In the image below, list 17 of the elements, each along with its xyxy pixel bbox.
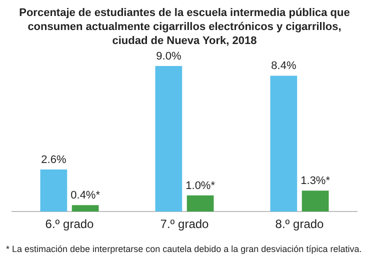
chart-title: Porcentaje de estudiantes de la escuela intermedia pública que consumen actualmente cigarrillos electrónicos y cigarrillos, ciudad de Nueva York, 2018 — [19, 7, 350, 47]
bar — [155, 66, 182, 212]
bar — [186, 195, 214, 212]
bar — [270, 76, 298, 212]
data-label: 8.4% — [271, 60, 296, 72]
bar — [72, 205, 99, 212]
bar — [40, 170, 68, 212]
x-tick-label: 8.º grado — [275, 217, 324, 232]
bar — [302, 190, 329, 212]
x-tick-label: 7.º grado — [160, 217, 210, 232]
data-label: 9.0% — [156, 50, 182, 63]
data-label: 1.3%* — [300, 175, 331, 188]
text: * La estimación debe interpretarse con cautela debido a la gran desviación típica relativa. — [5, 243, 363, 254]
x-tick-label: 6.º grado — [45, 217, 94, 232]
data-label: 0.4%* — [70, 190, 101, 202]
data-label: 2.6% — [41, 154, 66, 166]
data-label: 1.0%* — [186, 180, 216, 192]
